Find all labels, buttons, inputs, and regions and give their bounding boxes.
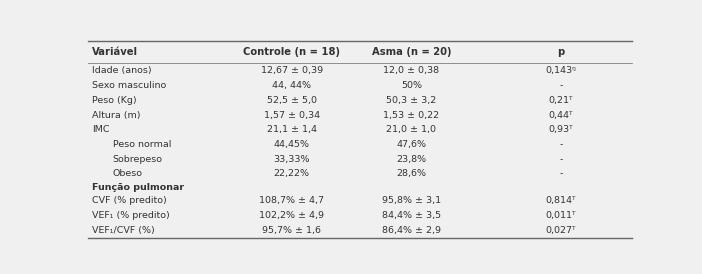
Text: 86,4% ± 2,9: 86,4% ± 2,9 xyxy=(382,226,441,235)
Text: Idade (anos): Idade (anos) xyxy=(92,66,152,75)
Text: 12,67 ± 0,39: 12,67 ± 0,39 xyxy=(260,66,323,75)
Text: 21,1 ± 1,4: 21,1 ± 1,4 xyxy=(267,125,317,134)
Text: CVF (% predito): CVF (% predito) xyxy=(92,196,167,205)
Text: Altura (m): Altura (m) xyxy=(92,110,140,119)
Text: p: p xyxy=(557,47,564,57)
Text: 0,93ᵀ: 0,93ᵀ xyxy=(549,125,574,134)
Text: Sobrepeso: Sobrepeso xyxy=(113,155,163,164)
Text: 52,5 ± 5,0: 52,5 ± 5,0 xyxy=(267,96,317,105)
Text: 12,0 ± 0,38: 12,0 ± 0,38 xyxy=(383,66,439,75)
Text: 50,3 ± 3,2: 50,3 ± 3,2 xyxy=(386,96,437,105)
Text: 21,0 ± 1,0: 21,0 ± 1,0 xyxy=(387,125,437,134)
Text: Sexo masculino: Sexo masculino xyxy=(92,81,166,90)
Text: 22,22%: 22,22% xyxy=(274,169,310,178)
Text: Peso (Kg): Peso (Kg) xyxy=(92,96,137,105)
Text: -: - xyxy=(559,140,563,149)
Text: Asma (n = 20): Asma (n = 20) xyxy=(372,47,451,57)
Text: 33,33%: 33,33% xyxy=(274,155,310,164)
Text: -: - xyxy=(559,169,563,178)
Text: -: - xyxy=(559,155,563,164)
Text: 102,2% ± 4,9: 102,2% ± 4,9 xyxy=(259,211,324,220)
Text: 23,8%: 23,8% xyxy=(397,155,427,164)
Text: 108,7% ± 4,7: 108,7% ± 4,7 xyxy=(259,196,324,205)
Text: 0,21ᵀ: 0,21ᵀ xyxy=(549,96,574,105)
Text: Função pulmonar: Função pulmonar xyxy=(92,183,184,192)
Text: 28,6%: 28,6% xyxy=(397,169,426,178)
Text: Variável: Variável xyxy=(92,47,138,57)
Text: -: - xyxy=(559,81,563,90)
Text: 0,814ᵀ: 0,814ᵀ xyxy=(545,196,576,205)
Text: 44,45%: 44,45% xyxy=(274,140,310,149)
Text: Obeso: Obeso xyxy=(113,169,143,178)
Text: 1,53 ± 0,22: 1,53 ± 0,22 xyxy=(383,110,439,119)
Text: 95,7% ± 1,6: 95,7% ± 1,6 xyxy=(263,226,322,235)
Text: 84,4% ± 3,5: 84,4% ± 3,5 xyxy=(382,211,441,220)
Text: 1,57 ± 0,34: 1,57 ± 0,34 xyxy=(264,110,320,119)
Text: 50%: 50% xyxy=(401,81,422,90)
Text: 95,8% ± 3,1: 95,8% ± 3,1 xyxy=(382,196,441,205)
Text: Controle (n = 18): Controle (n = 18) xyxy=(244,47,340,57)
Text: 0,011ᵀ: 0,011ᵀ xyxy=(545,211,576,220)
Text: 0,44ᵀ: 0,44ᵀ xyxy=(549,110,574,119)
Text: Peso normal: Peso normal xyxy=(113,140,171,149)
Text: 47,6%: 47,6% xyxy=(397,140,426,149)
Text: VEF₁/CVF (%): VEF₁/CVF (%) xyxy=(92,226,155,235)
Text: VEF₁ (% predito): VEF₁ (% predito) xyxy=(92,211,170,220)
Text: 0,143ᵑ: 0,143ᵑ xyxy=(545,66,576,75)
Text: IMC: IMC xyxy=(92,125,110,134)
Text: 0,027ᵀ: 0,027ᵀ xyxy=(545,226,576,235)
Text: 44, 44%: 44, 44% xyxy=(272,81,311,90)
